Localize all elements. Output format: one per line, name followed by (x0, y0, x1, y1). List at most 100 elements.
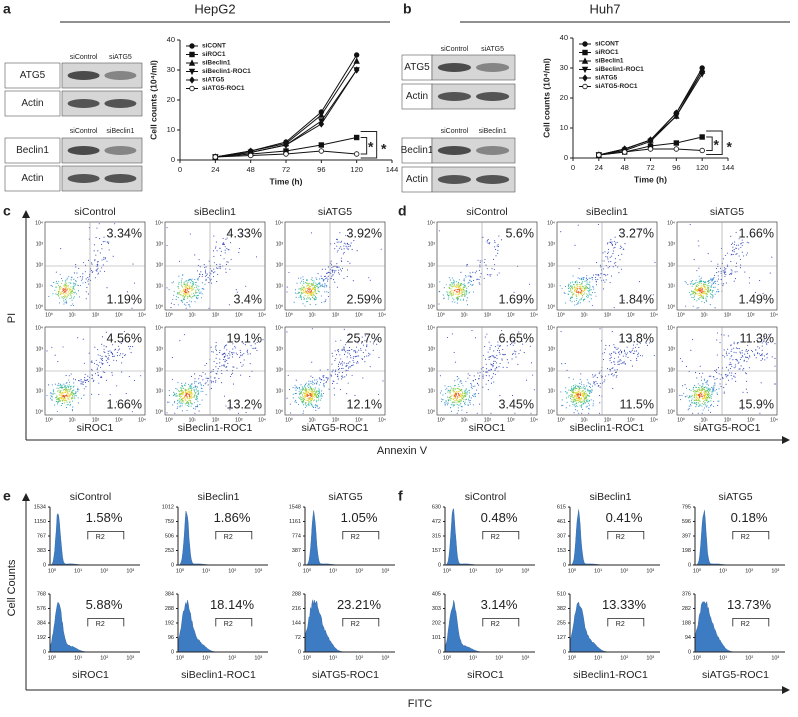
event-dot (74, 397, 76, 399)
event-dot (458, 395, 460, 397)
event-dot (166, 227, 168, 229)
event-dot (572, 397, 574, 399)
event-dot (358, 355, 360, 357)
event-dot (194, 278, 196, 281)
event-dot (112, 344, 114, 346)
event-dot (210, 282, 212, 284)
y-tick-label: 382 (557, 606, 566, 612)
event-dot (63, 395, 65, 397)
event-dot (177, 382, 179, 384)
event-dot (322, 279, 324, 281)
gate-label: R2 (616, 534, 625, 541)
y-tick-label: 10¹ (668, 283, 676, 289)
event-dot (184, 398, 186, 400)
event-dot (486, 268, 488, 270)
event-dot (496, 274, 498, 276)
event-dot (181, 300, 183, 302)
x-tick-label: 10¹ (469, 655, 477, 661)
event-dot (308, 292, 310, 295)
event-dot (315, 401, 317, 403)
event-dot (312, 396, 314, 398)
y-tick-label: 768 (37, 591, 46, 597)
event-dot (582, 401, 584, 403)
event-dot (705, 387, 707, 389)
event-dot (574, 395, 576, 397)
event-dot (591, 390, 593, 392)
event-dot (66, 404, 68, 406)
event-dot (497, 246, 499, 248)
event-dot (87, 375, 89, 377)
event-dot (457, 291, 459, 293)
event-dot (295, 289, 297, 291)
event-dot (703, 398, 705, 400)
event-dot (305, 404, 307, 406)
legend-marker (189, 43, 195, 49)
event-dot (570, 286, 572, 288)
y-tick-label: 10² (156, 367, 164, 373)
event-dot (107, 241, 109, 243)
event-dot (112, 353, 114, 355)
event-dot (222, 243, 225, 245)
event-dot (717, 283, 719, 286)
event-dot (61, 394, 63, 396)
event-dot (713, 405, 715, 407)
event-dot (452, 405, 454, 407)
event-dot (704, 285, 706, 287)
event-dot (706, 405, 708, 407)
event-dot (174, 400, 176, 403)
event-dot (298, 394, 300, 396)
event-dot (586, 278, 588, 281)
event-dot (761, 349, 763, 351)
y-tick-label: 10 (167, 125, 175, 134)
event-dot (346, 365, 348, 367)
event-dot (583, 293, 585, 295)
event-dot (103, 236, 105, 238)
x-tick-label: 10³ (115, 417, 123, 423)
event-dot (765, 353, 767, 355)
event-dot (493, 360, 495, 362)
event-dot (465, 289, 467, 292)
event-dot (497, 347, 499, 349)
event-dot (222, 364, 224, 366)
quadrant-percent: 4.56% (107, 331, 142, 345)
event-dot (571, 395, 573, 397)
event-dot (168, 401, 170, 403)
event-dot (701, 296, 703, 298)
panel-letter: f (398, 488, 403, 504)
event-dot (453, 401, 455, 404)
event-dot (85, 298, 87, 300)
event-dot (338, 266, 340, 268)
event-dot (500, 239, 502, 241)
event-dot (91, 368, 93, 370)
y-tick-label: 10⁰ (667, 304, 675, 310)
event-dot (506, 345, 508, 347)
event-dot (447, 385, 449, 387)
event-dot (52, 391, 55, 393)
event-dot (743, 255, 745, 257)
event-dot (67, 385, 69, 388)
event-dot (208, 260, 210, 262)
event-dot (68, 287, 70, 289)
y-tick-label: 384 (37, 620, 46, 626)
event-dot (607, 274, 609, 276)
event-dot (69, 289, 71, 291)
event-dot (343, 245, 345, 247)
event-dot (193, 373, 196, 375)
event-dot (573, 396, 575, 399)
blot-band (104, 174, 137, 183)
event-dot (460, 292, 462, 294)
event-dot (704, 286, 706, 289)
event-dot (315, 304, 317, 306)
x-tick-label: 10⁰ (285, 312, 293, 318)
event-dot (328, 388, 330, 390)
event-dot (733, 341, 735, 343)
event-dot (456, 387, 458, 390)
event-dot (596, 383, 598, 385)
y-tick-label: 153 (557, 548, 566, 554)
event-dot (763, 341, 765, 343)
x-axis-label: Time (h) (270, 176, 303, 186)
x-tick-label: 10⁰ (557, 312, 565, 318)
event-dot (197, 264, 199, 266)
event-dot (630, 352, 632, 354)
event-dot (218, 266, 220, 268)
